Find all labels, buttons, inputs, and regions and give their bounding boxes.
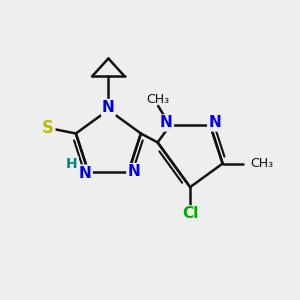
Text: N: N: [102, 100, 115, 115]
Text: Cl: Cl: [182, 206, 198, 221]
Text: N: N: [128, 164, 140, 179]
Text: N: N: [208, 116, 221, 130]
Text: CH₃: CH₃: [147, 93, 170, 106]
Text: CH₃: CH₃: [250, 157, 273, 170]
Text: N: N: [79, 166, 92, 181]
Text: S: S: [42, 118, 54, 136]
Text: N: N: [160, 116, 173, 130]
Text: H: H: [66, 157, 78, 171]
